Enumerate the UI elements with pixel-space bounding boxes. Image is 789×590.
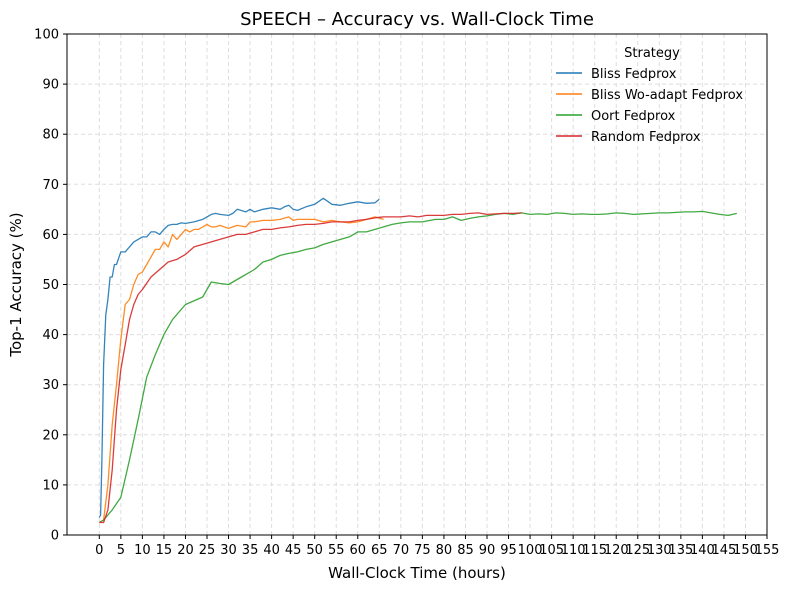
series-line-1: [98, 216, 384, 524]
x-tick-label: 75: [414, 543, 431, 558]
x-tick-label: 70: [393, 543, 410, 558]
y-tick-label: 30: [42, 378, 59, 393]
series-line-3: [99, 212, 522, 524]
x-tick-label: 5: [117, 543, 125, 558]
x-tick-label: 55: [328, 543, 345, 558]
x-tick-label: 90: [479, 543, 496, 558]
x-tick-label: 155: [755, 543, 780, 558]
legend-label: Bliss Fedprox: [591, 67, 677, 82]
legend-label: Random Fedprox: [591, 130, 701, 145]
x-tick-label: 65: [371, 543, 388, 558]
x-tick-label: 135: [668, 543, 693, 558]
x-tick-label: 110: [561, 543, 586, 558]
legend-label: Oort Fedprox: [591, 109, 676, 124]
x-tick-label: 0: [95, 543, 103, 558]
x-axis-title: Wall-Clock Time (hours): [328, 564, 506, 582]
y-tick-label: 100: [34, 28, 59, 43]
x-tick-label: 80: [436, 543, 453, 558]
x-tick-label: 150: [733, 543, 758, 558]
x-tick-label: 85: [457, 543, 474, 558]
x-tick-label: 35: [242, 543, 259, 558]
x-tick-label: 15: [156, 543, 173, 558]
x-tick-label: 125: [625, 543, 650, 558]
x-tick-label: 60: [349, 543, 366, 558]
legend-title: Strategy: [624, 46, 680, 61]
x-tick-label: 120: [604, 543, 629, 558]
x-tick-label: 20: [177, 543, 194, 558]
y-tick-label: 50: [42, 278, 59, 293]
x-tick-label: 50: [306, 543, 323, 558]
y-tick-label: 80: [42, 128, 59, 143]
y-tick-label: 60: [42, 228, 59, 243]
x-tick-label: 140: [690, 543, 715, 558]
y-axis-ticks: 0 10 20 30 40 50 60 70 80 90 100: [34, 28, 67, 544]
series-line-2: [98, 210, 737, 524]
chart-title: SPEECH – Accuracy vs. Wall-Clock Time: [240, 9, 594, 30]
legend-label: Bliss Wo-adapt Fedprox: [591, 88, 743, 103]
series-lines: [98, 197, 737, 524]
y-tick-label: 40: [42, 328, 59, 343]
x-tick-label: 25: [199, 543, 216, 558]
x-tick-label: 45: [285, 543, 302, 558]
x-tick-label: 105: [539, 543, 564, 558]
legend: Strategy Bliss Fedprox Bliss Wo-adapt Fed…: [556, 46, 743, 145]
x-tick-label: 115: [582, 543, 607, 558]
x-tick-label: 95: [500, 543, 517, 558]
series-line-0: [98, 197, 380, 518]
x-tick-label: 40: [263, 543, 280, 558]
x-tick-label: 100: [518, 543, 543, 558]
y-tick-label: 90: [42, 78, 59, 93]
x-tick-label: 130: [647, 543, 672, 558]
y-axis-title: Top-1 Accuracy (%): [7, 212, 25, 357]
x-tick-label: 30: [220, 543, 237, 558]
y-tick-label: 10: [42, 478, 59, 493]
y-tick-label: 20: [42, 428, 59, 443]
x-tick-label: 10: [134, 543, 151, 558]
x-tick-label: 145: [712, 543, 737, 558]
grid: [67, 33, 768, 536]
y-tick-label: 70: [42, 178, 59, 193]
y-tick-label: 0: [51, 529, 59, 544]
x-axis-ticks: 0 5 10 15 20 25 30 35 40 45 50 55 60 65 70 75 80 85 90 95 10…: [95, 535, 779, 558]
